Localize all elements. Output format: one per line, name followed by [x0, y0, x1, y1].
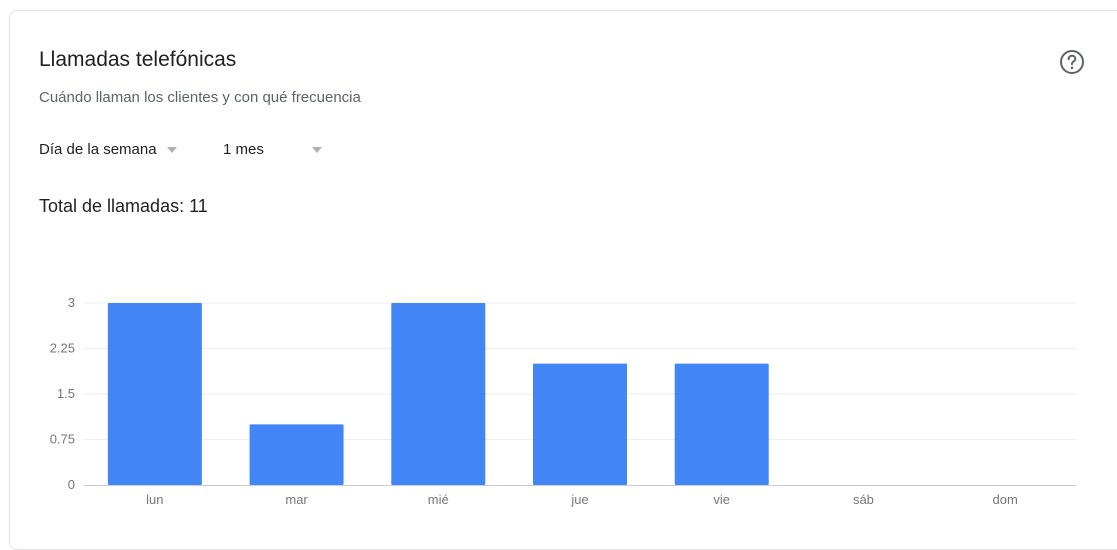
- y-tick-label: 1.5: [57, 386, 75, 401]
- y-tick-label: 0.75: [50, 432, 75, 447]
- bar: [107, 303, 202, 485]
- help-circle-icon[interactable]: [1059, 49, 1085, 75]
- chevron-down-icon: [166, 146, 177, 153]
- total-calls: Total de llamadas: 11: [39, 196, 208, 216]
- card-title: Llamadas telefónicas: [39, 48, 237, 71]
- y-tick-label: 0: [68, 477, 75, 492]
- x-tick-label: lun: [146, 492, 163, 507]
- x-tick-label: vie: [713, 492, 730, 507]
- group-by-label: Día de la semana: [39, 141, 157, 158]
- bar: [674, 363, 769, 485]
- period-dropdown[interactable]: 1 mes: [223, 141, 322, 158]
- x-tick-label: mié: [428, 492, 449, 507]
- x-tick-label: sáb: [853, 492, 874, 507]
- x-tick-label: mar: [285, 492, 308, 507]
- calls-bar-chart: 0 0.75 1.5 2.25 3 lun mar mié jue vie sáb dom: [50, 295, 1076, 507]
- y-tick-label: 2.25: [50, 341, 75, 356]
- bar: [249, 424, 344, 485]
- x-tick-label: jue: [570, 492, 588, 507]
- bar: [533, 363, 627, 485]
- bar: [391, 303, 486, 485]
- group-by-dropdown[interactable]: Día de la semana: [39, 141, 177, 158]
- chevron-down-icon: [311, 146, 322, 153]
- period-label: 1 mes: [223, 141, 264, 158]
- x-tick-label: dom: [992, 492, 1017, 507]
- y-tick-label: 3: [68, 295, 75, 310]
- card-subtitle: Cuándo llaman los clientes y con qué fre…: [39, 89, 361, 106]
